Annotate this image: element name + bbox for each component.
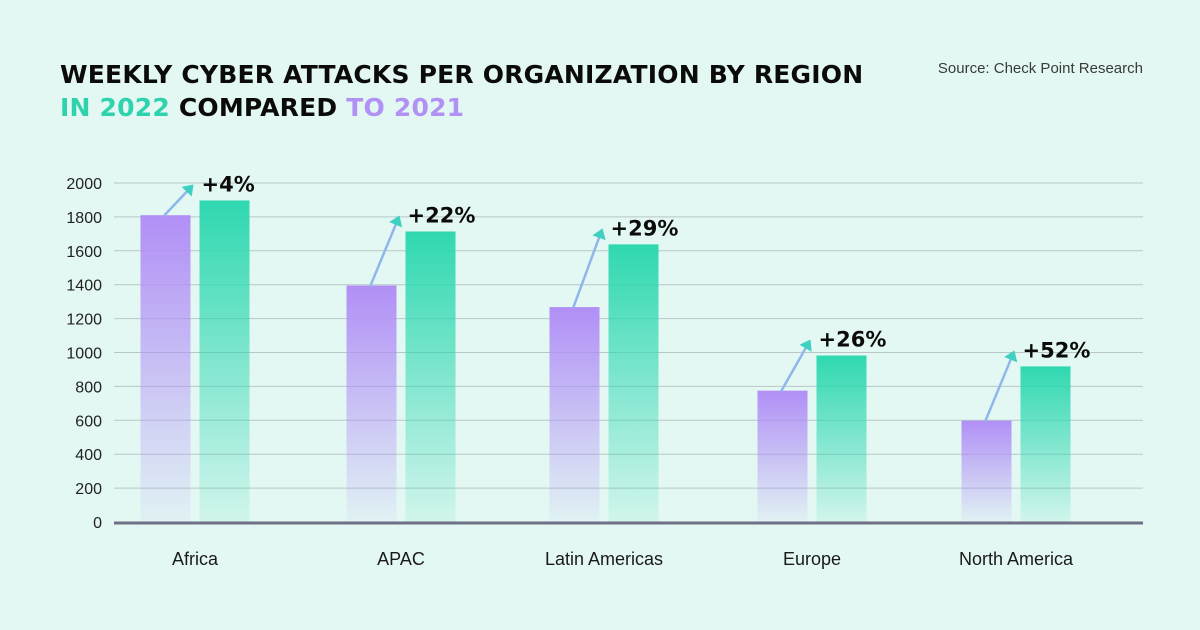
change-label: +22% bbox=[408, 203, 476, 227]
y-tick-label: 1000 bbox=[66, 346, 102, 363]
change-arrow bbox=[369, 223, 397, 287]
bar-2022 bbox=[199, 200, 250, 522]
change-label: +4% bbox=[202, 172, 255, 196]
y-tick-label: 2000 bbox=[66, 176, 102, 193]
change-arrowhead bbox=[592, 228, 606, 241]
bar-2021 bbox=[757, 390, 808, 522]
bar-2022 bbox=[405, 231, 456, 523]
x-category-label: APAC bbox=[377, 549, 425, 569]
bar-2022 bbox=[608, 244, 659, 522]
change-arrow bbox=[984, 358, 1012, 422]
change-arrowhead bbox=[1004, 350, 1018, 363]
bar-2021 bbox=[549, 307, 600, 522]
bar-2022 bbox=[1020, 366, 1071, 522]
x-category-label: Latin Americas bbox=[545, 549, 663, 569]
y-tick-label: 400 bbox=[75, 447, 102, 464]
x-category-label: North America bbox=[959, 549, 1074, 569]
y-tick-label: 1400 bbox=[66, 278, 102, 295]
change-arrow bbox=[163, 190, 188, 217]
bar-2021 bbox=[140, 215, 191, 522]
change-arrow bbox=[572, 236, 601, 309]
y-tick-label: 0 bbox=[93, 515, 102, 532]
change-arrowhead bbox=[181, 184, 194, 197]
y-tick-label: 1800 bbox=[66, 210, 102, 227]
chart-title: WEEKLY CYBER ATTACKS PER ORGANIZATION BY… bbox=[60, 58, 863, 124]
x-category-label: Europe bbox=[783, 549, 841, 569]
chart-title-line2: IN 2022 COMPARED TO 2021 bbox=[60, 91, 863, 124]
chart-title-line1: WEEKLY CYBER ATTACKS PER ORGANIZATION BY… bbox=[60, 60, 864, 89]
change-label: +52% bbox=[1023, 338, 1091, 362]
y-tick-label: 1600 bbox=[66, 244, 102, 261]
y-tick-label: 200 bbox=[75, 481, 102, 498]
bar-2021 bbox=[346, 285, 397, 522]
bar-2022 bbox=[816, 355, 867, 522]
change-arrowhead bbox=[389, 215, 403, 228]
y-tick-label: 600 bbox=[75, 413, 102, 430]
bar-2021 bbox=[961, 420, 1012, 522]
source-note: Source: Check Point Research bbox=[937, 60, 1143, 77]
change-label: +26% bbox=[819, 328, 887, 352]
change-arrowhead bbox=[799, 339, 812, 352]
y-tick-label: 1200 bbox=[66, 312, 102, 329]
change-label: +29% bbox=[611, 216, 679, 240]
chart-title-compared: COMPARED bbox=[178, 93, 338, 122]
chart-title-year-2021: TO 2021 bbox=[346, 93, 465, 122]
change-arrow bbox=[780, 346, 807, 392]
y-tick-label: 800 bbox=[75, 379, 102, 396]
chart-title-year-2022: IN 2022 bbox=[60, 93, 170, 122]
x-category-label: Africa bbox=[172, 549, 219, 569]
